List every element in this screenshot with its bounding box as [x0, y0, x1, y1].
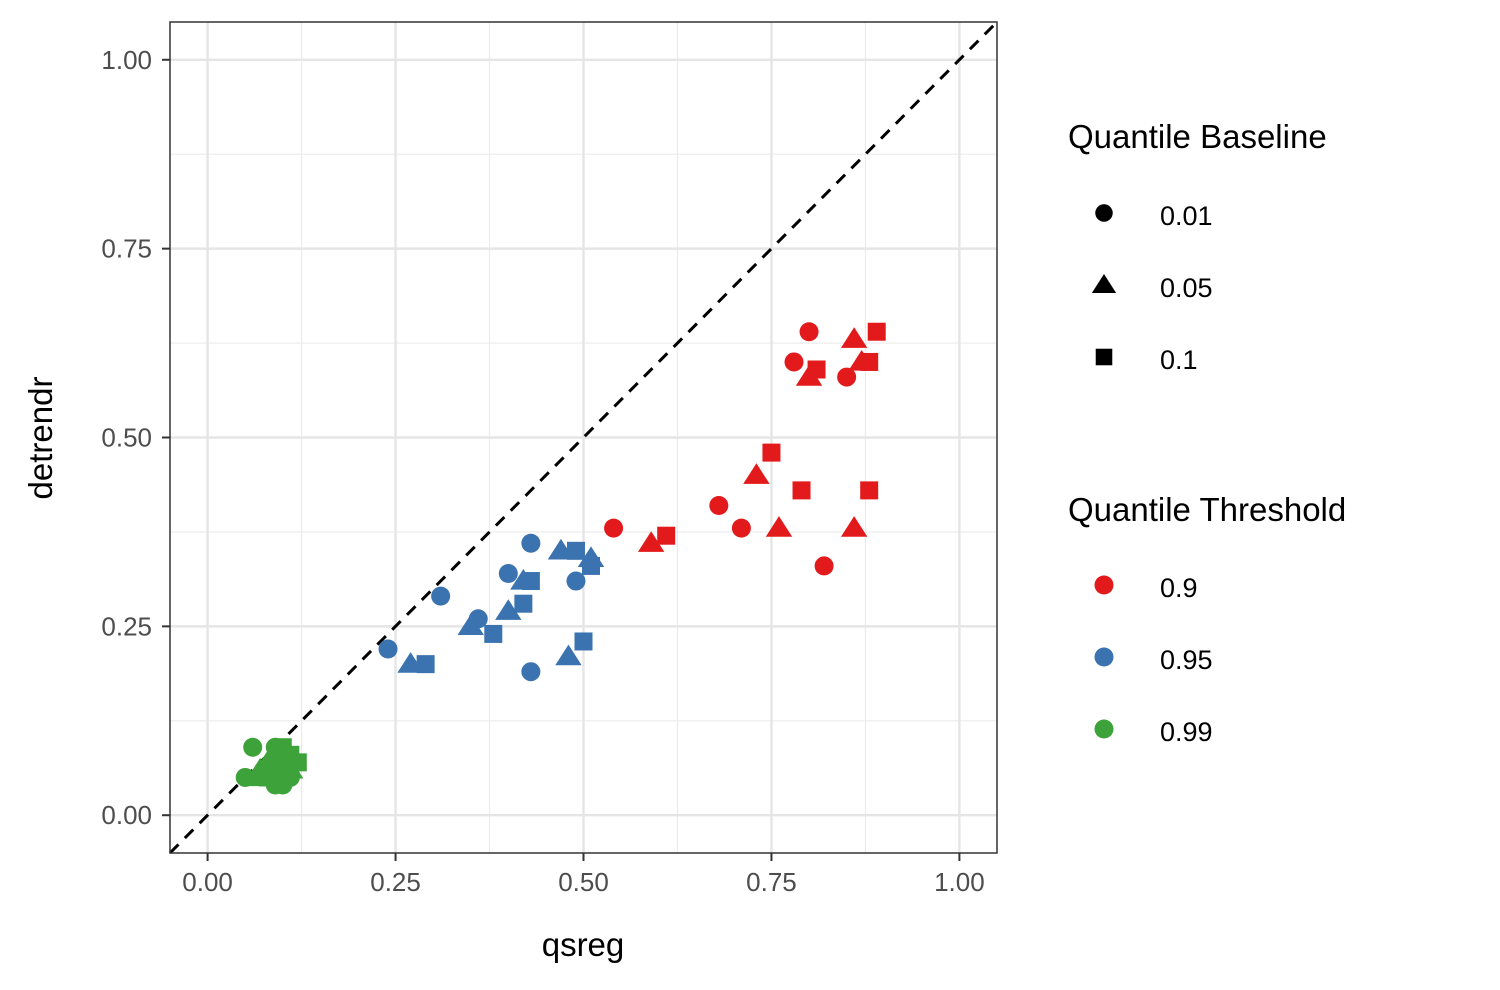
axis-layer: 0.00 0.25 0.50 0.75 1.00 0.00 0.25 0.50 0.75 1.00: [101, 45, 984, 897]
data-point-circle: [837, 367, 857, 387]
data-point-square: [416, 655, 435, 674]
data-point-triangle: [840, 327, 868, 348]
data-point-square: [582, 556, 601, 575]
x-tick-label: 0.25: [370, 867, 421, 897]
legend-label: 0.99: [1160, 717, 1213, 747]
data-point-square: [860, 481, 879, 500]
legend-label: 0.05: [1160, 273, 1213, 303]
legend-label: 0.01: [1160, 201, 1213, 231]
y-axis-title: detrendr: [22, 377, 59, 500]
data-point-square: [258, 768, 277, 787]
legend-baseline-title: Quantile Baseline: [1068, 118, 1327, 155]
legend-label: 0.95: [1160, 645, 1213, 675]
legend-label: 0.9: [1160, 573, 1198, 603]
data-point-circle: [731, 518, 751, 538]
legend-quantile-baseline: Quantile Baseline 0.01 0.05 0.1: [1068, 118, 1327, 375]
data-point-square: [273, 760, 292, 779]
legend-key-color: [1094, 719, 1114, 739]
y-tick-label: 0.00: [101, 800, 152, 830]
data-point-triangle: [765, 516, 793, 537]
legend-key-color: [1094, 575, 1114, 595]
data-point-square: [807, 360, 826, 379]
y-tick-label: 1.00: [101, 45, 152, 75]
data-point-square: [860, 352, 879, 371]
legend-key-square: [1095, 348, 1113, 366]
points-layer: [235, 322, 886, 795]
data-point-circle: [604, 518, 624, 538]
data-point-circle: [799, 322, 819, 342]
legend-key-triangle: [1091, 273, 1117, 293]
data-point-square: [574, 632, 593, 651]
data-point-square: [657, 526, 676, 545]
x-tick-label: 0.00: [182, 867, 233, 897]
identity-reference-line: [168, 20, 999, 855]
data-point-circle: [709, 495, 729, 515]
legend-quantile-threshold: Quantile Threshold 0.9 0.95 0.99: [1068, 491, 1346, 747]
data-point-circle: [521, 662, 541, 682]
data-point-circle: [521, 533, 541, 553]
legend-label: 0.1: [1160, 345, 1198, 375]
data-point-circle: [431, 586, 451, 606]
data-point-circle: [784, 352, 804, 372]
data-point-square: [762, 443, 781, 462]
data-point-circle: [243, 737, 263, 757]
data-point-circle: [378, 639, 398, 659]
data-point-square: [521, 572, 540, 591]
reference-line-layer: [168, 20, 999, 855]
data-point-square: [867, 322, 886, 341]
legend-key-circle: [1095, 204, 1113, 222]
data-point-triangle: [840, 516, 868, 537]
data-point-triangle: [743, 463, 770, 484]
y-tick-label: 0.75: [101, 234, 152, 264]
data-point-square: [281, 745, 300, 764]
data-point-square: [514, 594, 533, 613]
x-tick-label: 1.00: [934, 867, 985, 897]
data-point-square: [792, 481, 811, 500]
data-point-triangle: [555, 644, 582, 666]
data-point-triangle: [637, 531, 665, 552]
data-point-triangle: [457, 614, 484, 636]
data-point-circle: [566, 571, 586, 591]
data-point-circle: [498, 563, 518, 583]
y-tick-label: 0.25: [101, 611, 152, 641]
data-point-triangle: [495, 599, 522, 620]
legend-key-color: [1094, 647, 1114, 667]
legend-threshold-title: Quantile Threshold: [1068, 491, 1346, 528]
data-point-square: [484, 624, 503, 643]
x-tick-label: 0.75: [746, 867, 797, 897]
y-tick-label: 0.50: [101, 423, 152, 453]
x-axis-title: qsreg: [542, 926, 625, 963]
data-point-square: [566, 541, 585, 560]
x-tick-label: 0.50: [558, 867, 609, 897]
data-point-circle: [814, 556, 834, 576]
